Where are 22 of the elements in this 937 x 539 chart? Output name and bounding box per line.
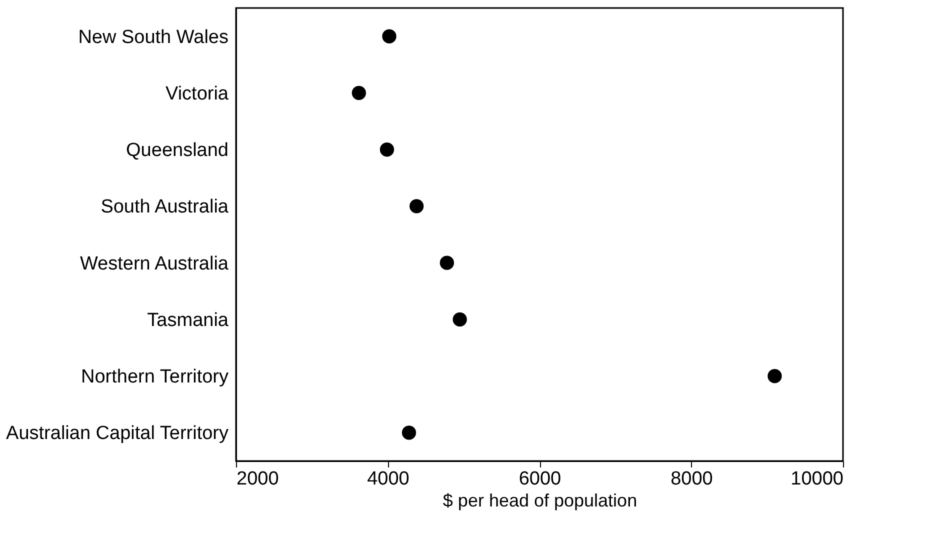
x-tick-label: 8000 bbox=[670, 468, 713, 490]
y-tick-label: South Australia bbox=[100, 196, 229, 218]
point bbox=[452, 312, 467, 326]
point bbox=[410, 199, 424, 214]
y-tick-label: Queensland bbox=[126, 140, 228, 162]
point bbox=[768, 369, 782, 384]
y-tick-label: Western Australia bbox=[80, 253, 229, 274]
x-axis-title: $ per head of population bbox=[442, 490, 638, 510]
x-tick-label: 10000 bbox=[790, 468, 844, 490]
x-tick-label: 6000 bbox=[518, 468, 562, 490]
x-tick-label: 4000 bbox=[367, 468, 410, 490]
point bbox=[352, 86, 366, 100]
y-tick-label: Northern Territory bbox=[81, 366, 229, 388]
x-tick-label: 2000 bbox=[236, 468, 279, 490]
y-tick-label: Tasmania bbox=[147, 310, 229, 331]
point bbox=[440, 256, 454, 270]
y-tick-label: New South Wales bbox=[78, 26, 228, 48]
y-tick-label: Australian Capital Territory bbox=[6, 423, 229, 444]
point bbox=[402, 426, 416, 440]
point bbox=[382, 29, 396, 44]
y-tick-label: Victoria bbox=[165, 83, 229, 104]
point bbox=[380, 142, 394, 157]
